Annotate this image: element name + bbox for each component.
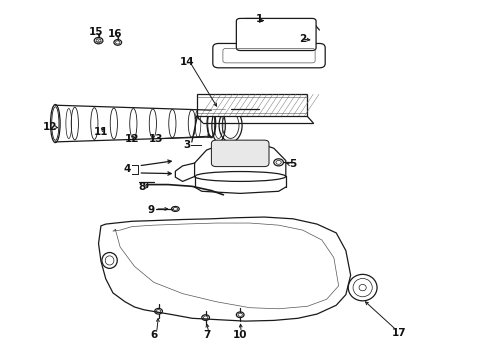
Text: 12: 12	[125, 134, 139, 144]
Text: 3: 3	[184, 140, 191, 150]
Text: 14: 14	[180, 57, 195, 67]
FancyBboxPatch shape	[236, 18, 316, 50]
Text: 9: 9	[148, 205, 155, 215]
FancyBboxPatch shape	[213, 44, 325, 68]
Polygon shape	[175, 163, 195, 181]
Text: 15: 15	[89, 27, 103, 37]
Polygon shape	[98, 217, 351, 321]
Text: 5: 5	[290, 159, 296, 169]
Text: 6: 6	[150, 330, 157, 340]
Bar	[197, 94, 307, 117]
Text: 1: 1	[256, 14, 263, 24]
FancyBboxPatch shape	[211, 140, 269, 167]
Text: 10: 10	[233, 330, 247, 340]
Text: 13: 13	[149, 134, 163, 144]
Text: 4: 4	[123, 165, 131, 174]
Text: 12: 12	[43, 122, 58, 132]
Text: 8: 8	[138, 182, 146, 192]
Text: 7: 7	[203, 330, 210, 340]
Text: 11: 11	[94, 127, 108, 138]
Text: 16: 16	[108, 28, 122, 39]
Text: 2: 2	[299, 34, 306, 44]
Text: 17: 17	[392, 328, 406, 338]
